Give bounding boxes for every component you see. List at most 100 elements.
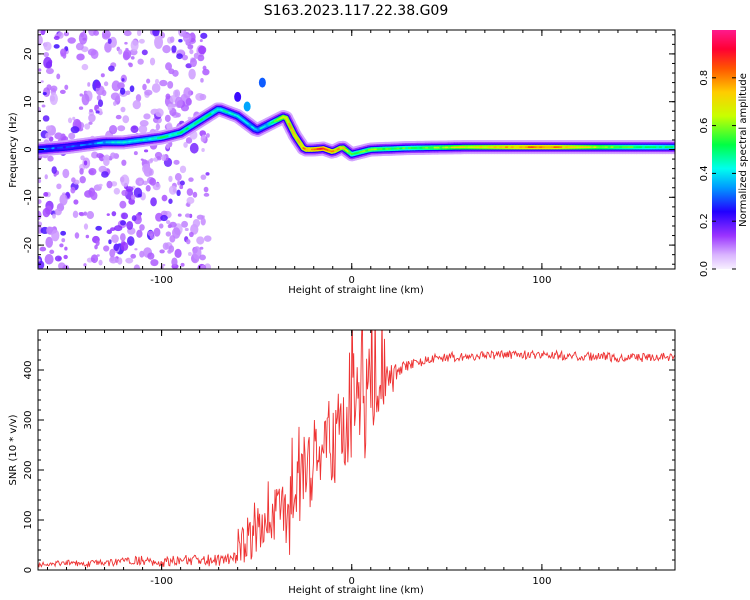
y-tick-label: 200 [23,460,34,479]
noise-blob [154,151,163,159]
y-tick-label: 400 [23,360,34,379]
noise-blob [192,218,201,228]
noise-blob [183,141,188,148]
noise-blob [139,250,145,258]
noise-blob [205,172,210,176]
noise-blob [97,99,104,107]
noise-blob [183,87,192,99]
noise-blob [150,259,159,267]
noise-blob [184,227,189,232]
noise-blob [130,56,135,60]
noise-blob [174,248,182,258]
noise-blob [137,58,144,65]
noise-blob [98,183,103,187]
noise-blob [109,125,118,135]
x-tick-label: -100 [150,275,173,286]
noise-blob [59,89,66,94]
snr-series-line [38,330,675,569]
spectrogram-plot-area [38,30,675,269]
noise-blob [113,187,121,195]
noise-blob [102,33,111,40]
noise-blob [111,80,121,92]
noise-blob [203,235,212,242]
noise-blob [201,134,206,139]
noise-blob [200,217,206,226]
noise-blob [128,62,133,68]
noise-blob [164,114,171,123]
noise-blob [125,90,131,96]
noise-blob [112,101,117,106]
noise-blob [79,176,86,184]
colorbar-tick-label: 0.2 [699,213,710,229]
noise-blob [139,224,145,231]
noise-blob [40,30,46,36]
noise-blob [41,104,46,108]
noise-blob [75,42,84,51]
noise-blob [87,48,97,56]
noise-blob [202,68,210,76]
noise-blob [122,115,130,124]
noise-blob [150,157,154,162]
noise-blob [107,38,112,44]
noise-blob [78,32,88,45]
noise-blob [81,63,89,71]
noise-blob [111,211,117,217]
noise-blob [95,110,100,114]
noise-blob [161,154,167,162]
noise-blob [162,45,171,54]
noise-blob [111,234,119,243]
noise-blob [181,54,189,61]
noise-blob [109,256,118,264]
noise-blob [42,91,47,96]
noise-blob [121,159,127,166]
noise-blob [160,214,168,222]
y-tick-label: -10 [23,189,34,205]
noise-blob [123,49,132,60]
noise-blob [84,123,91,130]
noise-blob [94,81,102,89]
noise-blob [96,254,100,257]
noise-blob [126,236,135,246]
noise-blob [155,108,164,118]
noise-blob [67,37,76,44]
ridge-segment [290,128,296,137]
noise-blob [108,65,115,72]
noise-blob [44,174,48,180]
noise-blob [151,83,161,93]
noise-blob [38,199,42,205]
ridge-blob [234,91,242,102]
noise-blob [154,35,164,49]
noise-blob [139,180,143,185]
noise-blob [142,163,151,174]
noise-blob [45,125,52,132]
y-tick-label: 0 [23,146,34,152]
noise-blob [47,155,54,162]
noise-blob [129,85,135,93]
noise-blob [45,236,54,248]
noise-blob [158,223,164,229]
noise-blob [119,200,127,209]
noise-blob [203,186,209,193]
noise-blob [186,188,194,196]
noise-blob [71,177,76,183]
noise-blob [124,41,128,45]
noise-blob [63,31,70,37]
noise-blob [38,34,43,46]
noise-blob [198,45,207,55]
noise-blob [68,132,76,140]
noise-blob [106,213,110,217]
noise-blob [87,82,91,87]
noise-blob [45,61,53,69]
noise-blob [134,248,138,251]
noise-blob [201,148,205,153]
x-tick-label: 100 [532,576,551,587]
noise-blob [98,154,105,162]
noise-blob [167,81,174,89]
noise-blob [110,92,120,101]
noise-blob [169,36,175,43]
noise-blob [200,32,208,39]
noise-blob [121,78,125,82]
noise-blob [165,62,172,71]
noise-blob [153,227,161,237]
